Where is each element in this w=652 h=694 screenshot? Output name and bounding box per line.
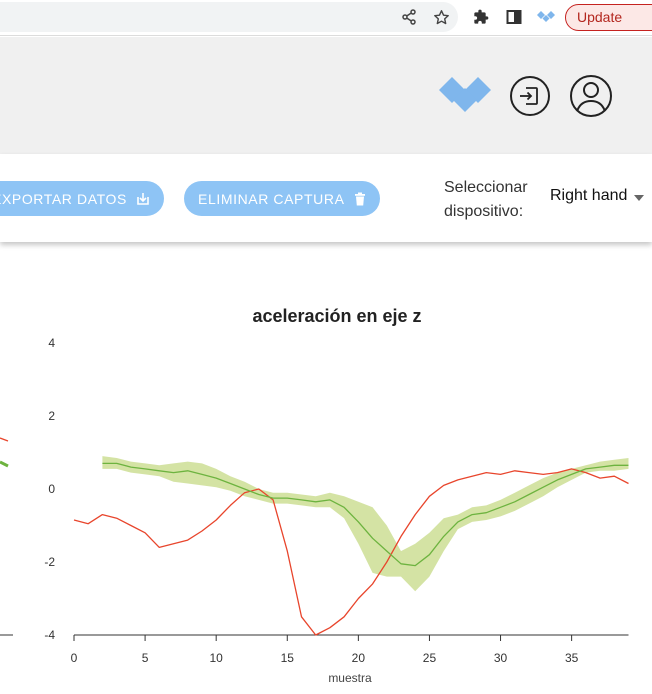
chart-title: aceleración en eje z — [252, 306, 421, 326]
device-select-label: Seleccionar dispositivo: — [444, 176, 528, 224]
update-label: Update — [577, 9, 623, 25]
logo-icon[interactable] — [438, 74, 492, 114]
y-tick-label: -2 — [44, 555, 55, 569]
device-label-line1: Seleccionar — [444, 179, 528, 196]
action-bar: EXPORTAR DATOS ELIMINAR CAPTURA — [0, 154, 652, 242]
left-chart-green-line — [0, 460, 9, 468]
confidence-band — [102, 456, 629, 592]
x-tick-label: 0 — [71, 651, 78, 665]
extensions-icon[interactable] — [470, 6, 492, 28]
app-header — [0, 37, 652, 154]
chart-svg: aceleración en eje z 420-2-40 5 10 15 20 25 30… — [0, 306, 629, 685]
side-panel-icon[interactable] — [503, 6, 525, 28]
x-tick-label: 5 — [142, 651, 149, 665]
browser-menu-icon[interactable]: ⋮ — [650, 5, 652, 30]
y-tick-label: 0 — [48, 482, 55, 496]
chevron-down-icon[interactable] — [634, 195, 644, 201]
export-data-label: EXPORTAR DATOS — [0, 190, 127, 207]
login-icon[interactable] — [509, 75, 551, 117]
red-series-line — [73, 468, 629, 636]
x-tick-label: 20 — [352, 651, 366, 665]
left-chart-red-line — [0, 437, 9, 442]
export-data-button[interactable]: EXPORTAR DATOS — [0, 181, 164, 216]
device-label-line2: dispositivo: — [444, 203, 524, 220]
delete-capture-label: ELIMINAR CAPTURA — [198, 190, 345, 207]
x-tick-label: 10 — [209, 651, 223, 665]
green-series-line — [102, 462, 629, 567]
app-extension-icon[interactable] — [535, 6, 557, 28]
x-tick-label: 15 — [281, 651, 295, 665]
x-axis-label: muestra — [328, 671, 372, 685]
x-tick-label: 35 — [565, 651, 579, 665]
trash-icon — [354, 192, 365, 205]
delete-capture-button[interactable]: ELIMINAR CAPTURA — [184, 181, 380, 216]
acceleration-chart: aceleración en eje z 4 2 0 -2 -4 0 5 10 15 20 25 30… — [0, 242, 652, 694]
address-bar[interactable] — [0, 2, 458, 32]
x-tick-label: 25 — [423, 651, 437, 665]
update-button[interactable]: Update ⋮ — [565, 4, 652, 31]
share-icon[interactable] — [398, 6, 420, 28]
x-tick-label: 30 — [494, 651, 508, 665]
y-tick-label: 2 — [48, 409, 55, 423]
device-select[interactable]: Right hand — [550, 187, 628, 204]
y-tick-label: -4 — [44, 628, 55, 642]
bookmark-star-icon[interactable] — [430, 6, 452, 28]
download-icon — [137, 192, 149, 205]
browser-toolbar: Update ⋮ — [0, 0, 652, 36]
user-icon[interactable] — [569, 74, 613, 118]
y-tick-label: 4 — [48, 336, 55, 350]
